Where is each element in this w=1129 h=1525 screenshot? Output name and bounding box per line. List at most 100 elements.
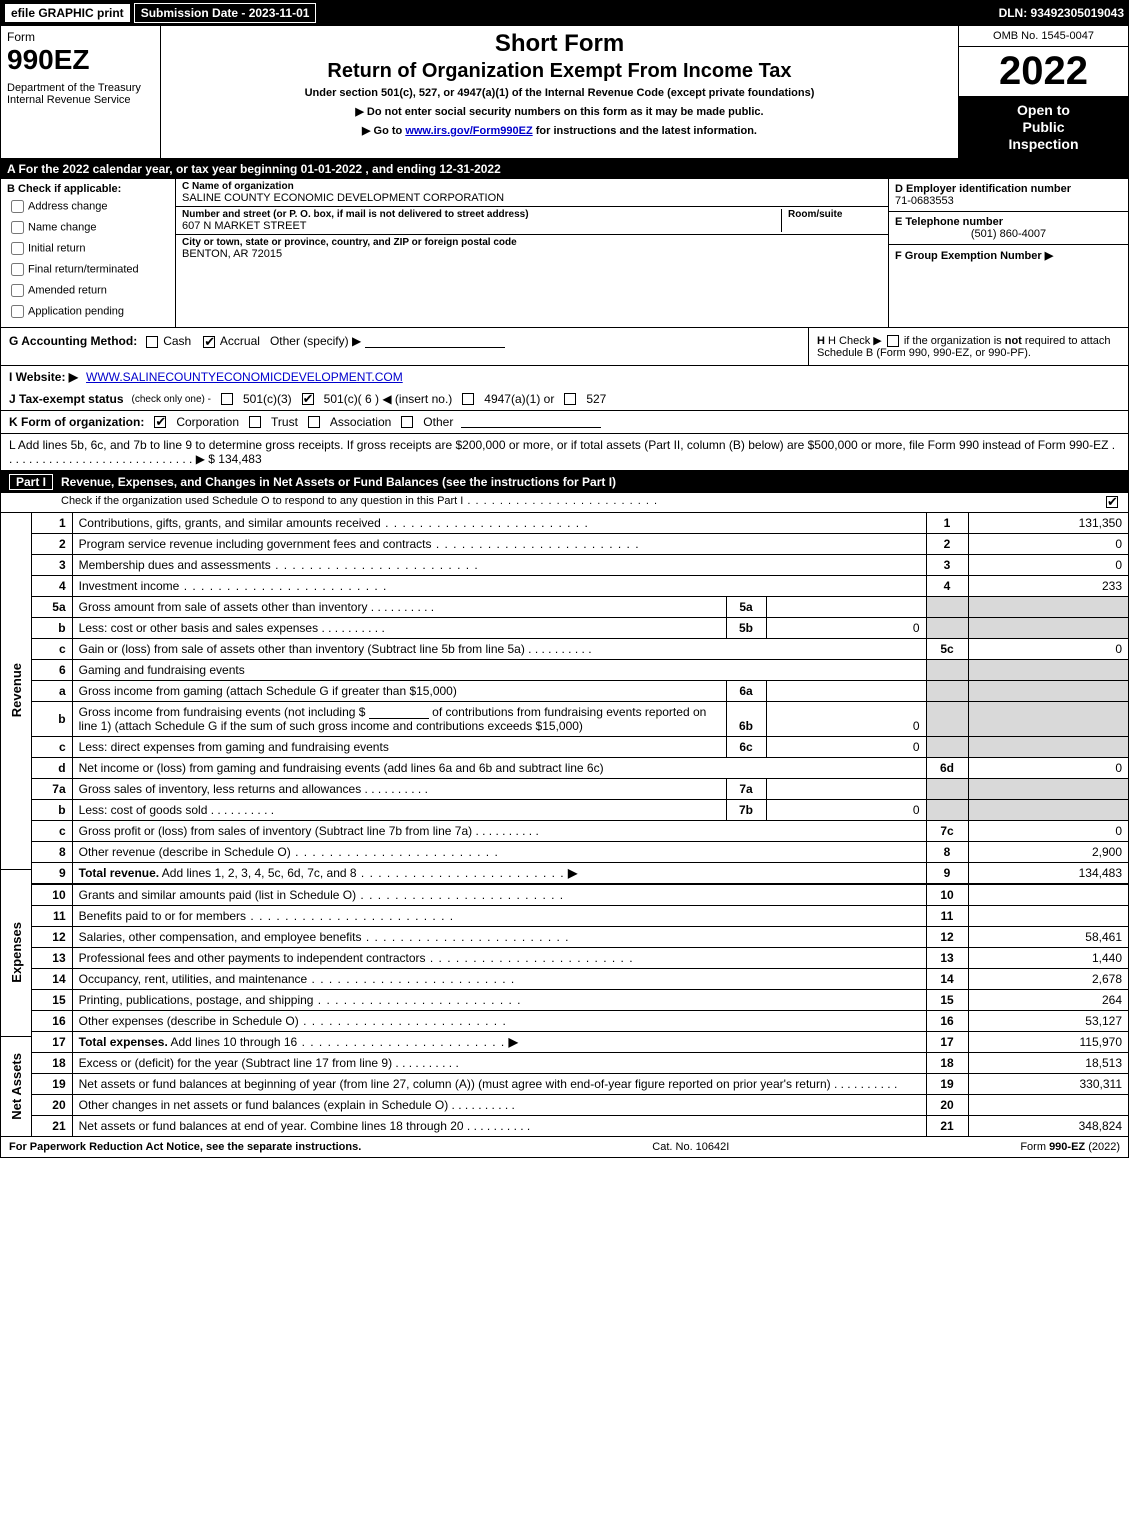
department-label: Department of the Treasury Internal Reve… (7, 82, 154, 106)
website-link[interactable]: WWW.SALINECOUNTYECONOMICDEVELOPMENT.COM (86, 370, 403, 384)
other-specify-blank[interactable] (365, 336, 505, 348)
line-5a-subamt (766, 596, 926, 617)
line-6-grey1 (926, 659, 968, 680)
h-letter: H (817, 335, 825, 347)
line-20-num: 20 (32, 1094, 72, 1115)
line-7b-text: Less: cost of goods sold (79, 803, 274, 817)
efile-print-button[interactable]: efile GRAPHIC print (5, 4, 130, 22)
line-15-num: 15 (32, 989, 72, 1010)
line-3-ref: 3 (926, 554, 968, 575)
chk-cash[interactable] (146, 336, 158, 348)
line-14-num: 14 (32, 968, 72, 989)
form-container: Form 990EZ Department of the Treasury In… (0, 26, 1129, 1158)
side-revenue: Revenue (9, 663, 24, 717)
chk-schedule-o-used[interactable] (1106, 496, 1118, 508)
line-19-num: 19 (32, 1073, 72, 1094)
accrual-label: Accrual (220, 334, 260, 348)
line-1: 1 Contributions, gifts, grants, and simi… (32, 513, 1128, 534)
form-header: Form 990EZ Department of the Treasury In… (1, 26, 1128, 159)
chk-h-not-required[interactable] (887, 335, 899, 347)
b-header: B Check if applicable: (7, 183, 169, 195)
line-6b: b Gross income from fundraising events (… (32, 701, 1128, 736)
group-exemption-label: F Group Exemption Number ▶ (895, 249, 1122, 262)
instr-goto-post: for instructions and the latest informat… (533, 125, 757, 137)
line-8-text: Other revenue (describe in Schedule O) (79, 845, 499, 859)
chk-name-change[interactable]: Name change (7, 218, 169, 237)
line-14-ref: 14 (926, 968, 968, 989)
line-6b-subref: 6b (726, 701, 766, 736)
line-6: 6 Gaming and fundraising events (32, 659, 1128, 680)
line-1-num: 1 (32, 513, 72, 534)
footer-left: For Paperwork Reduction Act Notice, see … (9, 1141, 361, 1153)
side-net-assets: Net Assets (9, 1053, 24, 1120)
l-text: L Add lines 5b, 6c, and 7b to line 9 to … (9, 438, 1115, 466)
chk-accrual[interactable] (203, 336, 215, 348)
section-bcdef: B Check if applicable: Address change Na… (1, 179, 1128, 328)
tax-year: 2022 (959, 47, 1128, 96)
chk-other-org[interactable] (401, 416, 413, 428)
line-6b-blank[interactable] (369, 707, 429, 719)
line-5a-subref: 5a (726, 596, 766, 617)
line-19-ref: 19 (926, 1073, 968, 1094)
line-14: 14 Occupancy, rent, utilities, and maint… (32, 968, 1128, 989)
chk-527[interactable] (564, 393, 576, 405)
line-12: 12 Salaries, other compensation, and emp… (32, 926, 1128, 947)
chk-corporation[interactable] (154, 416, 166, 428)
line-7b-subref: 7b (726, 799, 766, 820)
chk-association[interactable] (308, 416, 320, 428)
chk-501c[interactable] (302, 393, 314, 405)
chk-final-return[interactable]: Final return/terminated (7, 260, 169, 279)
line-5a: 5a Gross amount from sale of assets othe… (32, 596, 1128, 617)
line-13-text: Professional fees and other payments to … (79, 951, 634, 965)
chk-501c3[interactable] (221, 393, 233, 405)
k-association-label: Association (330, 415, 391, 429)
k-label: K Form of organization: (9, 415, 144, 429)
instr-goto-pre: ▶ Go to (362, 125, 405, 137)
line-19-text: Net assets or fund balances at beginning… (79, 1077, 898, 1091)
line-21: 21 Net assets or fund balances at end of… (32, 1115, 1128, 1136)
chk-trust[interactable] (249, 416, 261, 428)
line-6a-grey2 (968, 680, 1128, 701)
line-6d: d Net income or (loss) from gaming and f… (32, 757, 1128, 778)
irs-link[interactable]: www.irs.gov/Form990EZ (405, 125, 532, 137)
line-5c-ref: 5c (926, 638, 968, 659)
j-label: J Tax-exempt status (9, 392, 124, 406)
line-7c-text: Gross profit or (loss) from sales of inv… (79, 824, 539, 838)
line-6d-num: d (32, 757, 72, 778)
row-gh: G Accounting Method: Cash Accrual Other … (1, 328, 1128, 366)
line-21-amount: 348,824 (968, 1115, 1128, 1136)
chk-4947[interactable] (462, 393, 474, 405)
i-label: I Website: ▶ (9, 370, 78, 384)
line-9-num: 9 (32, 862, 72, 884)
chk-amended-return[interactable]: Amended return (7, 281, 169, 300)
line-11: 11 Benefits paid to or for members 11 (32, 905, 1128, 926)
line-5a-num: 5a (32, 596, 72, 617)
k-other-label: Other (423, 415, 453, 429)
line-10-text: Grants and similar amounts paid (list in… (79, 888, 564, 902)
city-label: City or town, state or province, country… (182, 237, 882, 248)
line-6-grey2 (968, 659, 1128, 680)
line-12-text: Salaries, other compensation, and employ… (79, 930, 570, 944)
omb-number: OMB No. 1545-0047 (959, 26, 1128, 47)
line-16: 16 Other expenses (describe in Schedule … (32, 1010, 1128, 1031)
line-15: 15 Printing, publications, postage, and … (32, 989, 1128, 1010)
line-9-amount: 134,483 (968, 862, 1128, 884)
lines-table: 1 Contributions, gifts, grants, and simi… (32, 513, 1128, 1136)
submission-date-button[interactable]: Submission Date - 2023-11-01 (134, 3, 317, 23)
line-3: 3 Membership dues and assessments 3 0 (32, 554, 1128, 575)
chk-address-change[interactable]: Address change (7, 197, 169, 216)
org-name-label: C Name of organization (182, 181, 882, 192)
chk-initial-return[interactable]: Initial return (7, 239, 169, 258)
line-5a-text: Gross amount from sale of assets other t… (79, 600, 435, 614)
j-527-label: 527 (586, 392, 606, 406)
line-18-amount: 18,513 (968, 1052, 1128, 1073)
line-5b-subamt: 0 (766, 617, 926, 638)
line-11-amount (968, 905, 1128, 926)
line-6a-text: Gross income from gaming (attach Schedul… (72, 680, 726, 701)
footer-right-post: (2022) (1085, 1141, 1120, 1153)
k-other-blank[interactable] (461, 416, 601, 428)
line-3-amount: 0 (968, 554, 1128, 575)
line-1-ref: 1 (926, 513, 968, 534)
h-not: not (1005, 335, 1022, 347)
chk-application-pending[interactable]: Application pending (7, 302, 169, 321)
